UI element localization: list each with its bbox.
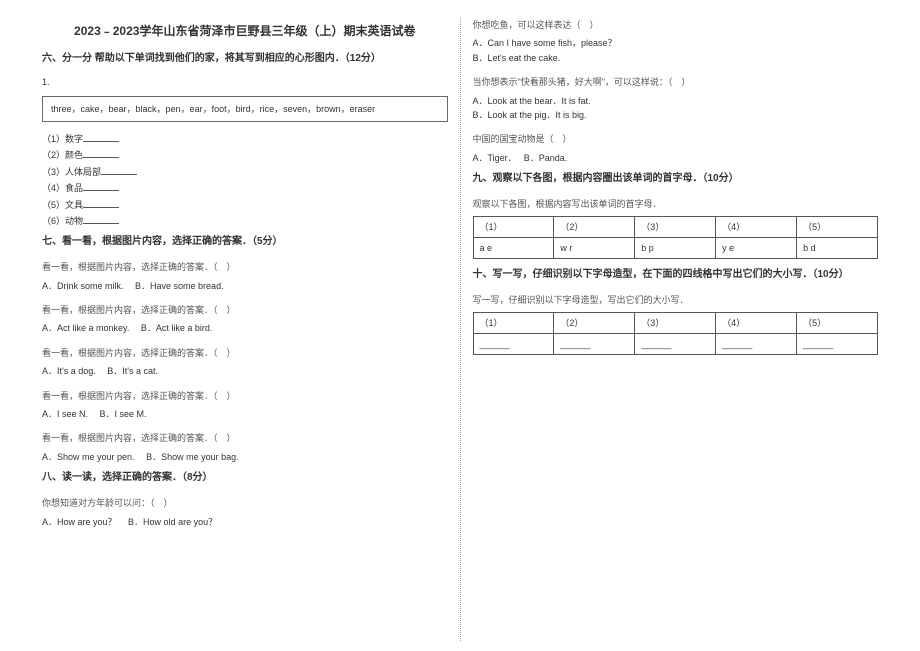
- exam-page: 2023﹣2023学年山东省菏泽市巨野县三年级（上）期末英语试卷 六、分一分 帮…: [0, 0, 920, 651]
- s10-c1-h: （1）: [473, 312, 554, 333]
- s7-stem-3: 看一看，根据图片内容，选择正确的答案．（ ）: [42, 346, 448, 360]
- s10-c1-v: ______: [473, 334, 554, 355]
- s8-stem-3: 当你想表示"快看那头猪，好大啊"，可以这样说：（ ）: [473, 75, 879, 89]
- q1-number: 1.: [42, 75, 448, 89]
- s8-item-2: 你想吃鱼，可以这样表达（ ） A．Can I have some fish，pl…: [473, 18, 879, 65]
- s10-c3-h: （3）: [635, 312, 716, 333]
- s8-opts-1: A．How are you？ B．How old are you？: [42, 515, 448, 529]
- s7-4-a: A．I see N.: [42, 409, 88, 419]
- s8-4-b: B．Panda.: [524, 153, 568, 163]
- s8-item-1: 你想知道对方年龄可以问：（ ） A．How are you？ B．How old…: [42, 496, 448, 529]
- s7-opts-3: A．It's a dog. B．It's a cat.: [42, 364, 448, 378]
- s8-1-a: A．How are you？: [42, 517, 117, 527]
- cat-1: （1）数字: [42, 132, 448, 146]
- s7-stem-1: 看一看，根据图片内容，选择正确的答案．（ ）: [42, 260, 448, 274]
- cat-2: （2）颜色: [42, 148, 448, 162]
- section10-table: （1） （2） （3） （4） （5） ______ ______ ______…: [473, 312, 879, 356]
- s10-c2-v: ______: [554, 334, 635, 355]
- section10-heading: 十、写一写，仔细识别以下字母造型，在下面的四线格中写出它们的大小写．（10分）: [473, 267, 879, 283]
- s7-opts-2: A．Act like a monkey. B．Act like a bird.: [42, 321, 448, 335]
- s9-c1-v: a e: [473, 237, 554, 258]
- section6-heading: 六、分一分 帮助以下单词找到他们的家，将其写到相应的心形图内．（12分）: [42, 51, 448, 67]
- s9-c2-h: （2）: [554, 216, 635, 237]
- cat-5: （5）文具: [42, 198, 448, 212]
- s7-opts-1: A．Drink some milk. B．Have some bread.: [42, 279, 448, 293]
- exam-title: 2023﹣2023学年山东省菏泽市巨野县三年级（上）期末英语试卷: [42, 22, 448, 41]
- s7-opts-4: A．I see N. B．I see M.: [42, 407, 448, 421]
- s7-opts-5: A．Show me your pen. B．Show me your bag.: [42, 450, 448, 464]
- table-row: （1） （2） （3） （4） （5）: [473, 312, 878, 333]
- s8-stem-2: 你想吃鱼，可以这样表达（ ）: [473, 18, 879, 32]
- s8-2-a: A．Can I have some fish，please？: [473, 36, 879, 50]
- s10-c4-h: （4）: [716, 312, 797, 333]
- s7-2-a: A．Act like a monkey.: [42, 323, 129, 333]
- s8-opts-4: A．Tiger． B．Panda.: [473, 151, 879, 165]
- s8-4-a: A．Tiger．: [473, 153, 513, 163]
- s7-5-b: B．Show me your bag.: [146, 452, 239, 462]
- section8-heading: 八、读一读，选择正确的答案．（8分）: [42, 470, 448, 486]
- s8-opts-2: A．Can I have some fish，please？ B．Let's e…: [473, 36, 879, 65]
- s8-1-b: B．How old are you？: [128, 517, 217, 527]
- s8-2-b: B．Let's eat the cake.: [473, 51, 879, 65]
- cat-4: （4）食品: [42, 181, 448, 195]
- s8-item-4: 中国的国宝动物是（ ） A．Tiger． B．Panda.: [473, 132, 879, 165]
- section9-stem: 观察以下各图，根据内容写出该单词的首字母．: [473, 197, 879, 211]
- s7-item-1: 看一看，根据图片内容，选择正确的答案．（ ） A．Drink some milk…: [42, 260, 448, 293]
- s8-3-b: B．Look at the pig．It is big.: [473, 108, 879, 122]
- s7-4-b: B．I see M.: [100, 409, 147, 419]
- s7-5-a: A．Show me your pen.: [42, 452, 135, 462]
- s10-c2-h: （2）: [554, 312, 635, 333]
- s9-c1-h: （1）: [473, 216, 554, 237]
- s7-3-a: A．It's a dog.: [42, 366, 96, 376]
- s9-c3-v: b p: [635, 237, 716, 258]
- right-column: 你想吃鱼，可以这样表达（ ） A．Can I have some fish，pl…: [461, 18, 891, 641]
- s9-c5-h: （5）: [797, 216, 878, 237]
- s7-2-b: B．Act like a bird.: [141, 323, 213, 333]
- s7-stem-4: 看一看，根据图片内容，选择正确的答案．（ ）: [42, 389, 448, 403]
- s8-item-3: 当你想表示"快看那头猪，好大啊"，可以这样说：（ ） A．Look at the…: [473, 75, 879, 122]
- section9-table: （1） （2） （3） （4） （5） a e w r b p y e b d: [473, 216, 879, 260]
- left-column: 2023﹣2023学年山东省菏泽市巨野县三年级（上）期末英语试卷 六、分一分 帮…: [30, 18, 461, 641]
- section10-stem: 写一写，仔细识别以下字母造型，写出它们的大小写．: [473, 293, 879, 307]
- cat-3: （3）人体局部: [42, 165, 448, 179]
- s7-item-3: 看一看，根据图片内容，选择正确的答案．（ ） A．It's a dog. B．I…: [42, 346, 448, 379]
- s8-opts-3: A．Look at the bear．It is fat. B．Look at …: [473, 94, 879, 123]
- s10-c5-v: ______: [797, 334, 878, 355]
- s8-3-a: A．Look at the bear．It is fat.: [473, 94, 879, 108]
- s7-1-a: A．Drink some milk.: [42, 281, 124, 291]
- s7-stem-2: 看一看，根据图片内容，选择正确的答案．（ ）: [42, 303, 448, 317]
- s9-c4-h: （4）: [716, 216, 797, 237]
- s9-c5-v: b d: [797, 237, 878, 258]
- s7-stem-5: 看一看，根据图片内容，选择正确的答案．（ ）: [42, 431, 448, 445]
- s8-stem-4: 中国的国宝动物是（ ）: [473, 132, 879, 146]
- word-box: three，cake，bear，black，pen，ear，foot，bird，…: [42, 96, 448, 122]
- s7-1-b: B．Have some bread.: [135, 281, 224, 291]
- s7-3-b: B．It's a cat.: [107, 366, 158, 376]
- s7-item-5: 看一看，根据图片内容，选择正确的答案．（ ） A．Show me your pe…: [42, 431, 448, 464]
- table-row: ______ ______ ______ ______ ______: [473, 334, 878, 355]
- s7-item-2: 看一看，根据图片内容，选择正确的答案．（ ） A．Act like a monk…: [42, 303, 448, 336]
- category-list: （1）数字 （2）颜色 （3）人体局部 （4）食品 （5）文具 （6）动物: [42, 132, 448, 228]
- s8-stem-1: 你想知道对方年龄可以问：（ ）: [42, 496, 448, 510]
- s10-c5-h: （5）: [797, 312, 878, 333]
- section9-heading: 九、观察以下各图，根据内容圈出该单词的首字母．（10分）: [473, 171, 879, 187]
- section7-heading: 七、看一看，根据图片内容，选择正确的答案．（5分）: [42, 234, 448, 250]
- s9-c2-v: w r: [554, 237, 635, 258]
- table-row: a e w r b p y e b d: [473, 237, 878, 258]
- s7-item-4: 看一看，根据图片内容，选择正确的答案．（ ） A．I see N. B．I se…: [42, 389, 448, 422]
- s10-c4-v: ______: [716, 334, 797, 355]
- s10-c3-v: ______: [635, 334, 716, 355]
- table-row: （1） （2） （3） （4） （5）: [473, 216, 878, 237]
- cat-6: （6）动物: [42, 214, 448, 228]
- s9-c4-v: y e: [716, 237, 797, 258]
- s9-c3-h: （3）: [635, 216, 716, 237]
